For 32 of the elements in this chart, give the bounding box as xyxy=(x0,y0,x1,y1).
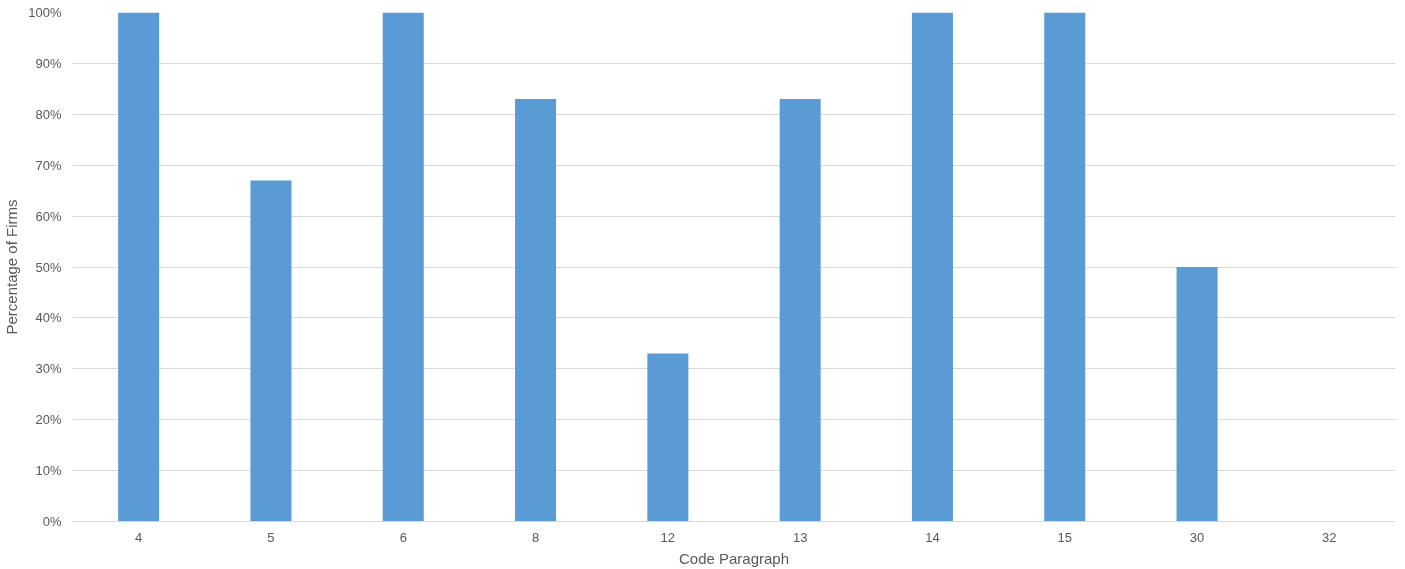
x-tick-label: 8 xyxy=(531,529,540,545)
y-tick-label: 90% xyxy=(35,55,62,71)
bar xyxy=(118,12,160,522)
x-tick-label: 30 xyxy=(1189,529,1205,545)
y-tick-label: 20% xyxy=(35,412,62,428)
x-tick-label: 32 xyxy=(1322,529,1337,545)
x-tick-label: 5 xyxy=(267,529,275,545)
y-tick-label: 100% xyxy=(28,5,62,20)
bar xyxy=(515,99,557,522)
x-tick-label: 4 xyxy=(135,529,143,545)
bar xyxy=(1176,267,1218,522)
y-tick-label: 10% xyxy=(35,463,62,479)
y-axis-title: Percentage of Firms xyxy=(3,199,21,335)
y-tick-label: 60% xyxy=(35,208,62,224)
x-tick-label: 13 xyxy=(792,529,808,545)
x-tick-label: 12 xyxy=(660,529,676,545)
x-tick-label: 14 xyxy=(925,529,940,545)
bar xyxy=(382,12,424,522)
x-axis-title: Code Paragraph xyxy=(678,549,790,567)
y-tick-label: 40% xyxy=(35,310,62,326)
y-tick-label: 30% xyxy=(35,361,62,377)
x-tick-label: 6 xyxy=(399,529,407,545)
x-tick-label: 15 xyxy=(1057,529,1072,545)
bar xyxy=(779,99,821,522)
y-tick-label: 80% xyxy=(35,106,62,122)
y-tick-label: 50% xyxy=(35,259,62,275)
y-tick-label: 70% xyxy=(35,157,62,173)
bar xyxy=(1044,12,1086,522)
bar xyxy=(250,180,292,522)
bar xyxy=(647,353,689,522)
y-tick-label: 0% xyxy=(42,514,62,529)
bar xyxy=(911,12,953,522)
